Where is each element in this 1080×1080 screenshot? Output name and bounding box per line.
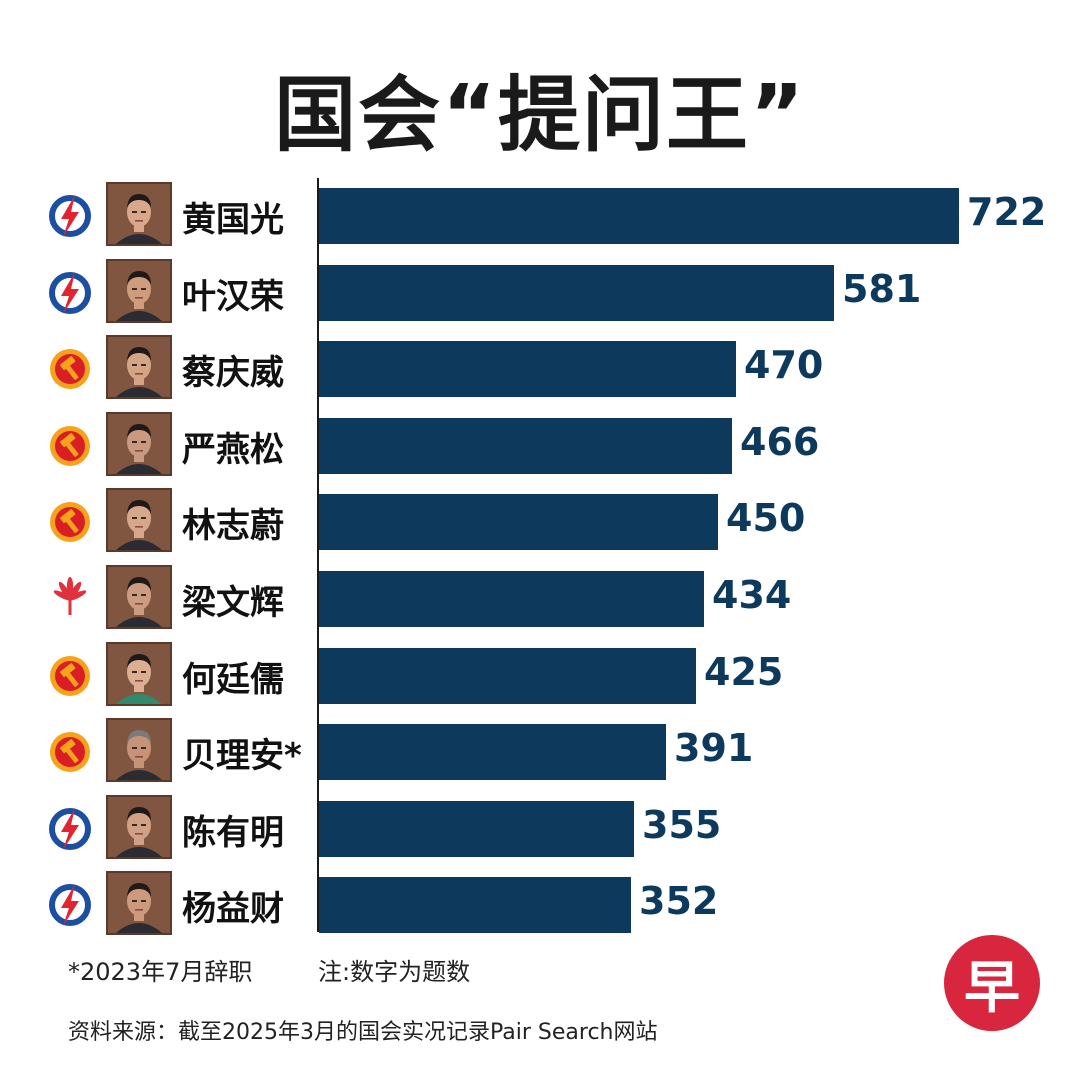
pap-logo-icon xyxy=(48,807,92,851)
pap-logo-icon xyxy=(48,194,92,238)
chart-row: 叶汉荣 581 xyxy=(0,255,1080,331)
bar xyxy=(319,188,959,244)
zaobao-logo: 早 xyxy=(944,935,1040,1031)
chart-row: 陈有明 355 xyxy=(0,791,1080,867)
mp-photo xyxy=(106,488,172,553)
mp-photo xyxy=(106,794,172,859)
bar xyxy=(319,264,834,321)
chart-row: 杨益财 352 xyxy=(0,867,1080,943)
bar xyxy=(319,571,704,627)
footnote: *2023年7月辞职 xyxy=(68,958,253,986)
chart-title: 国会“提问王” xyxy=(274,68,806,163)
category-label: 何廷儒 xyxy=(182,659,284,700)
category-label: 杨益财 xyxy=(182,889,284,930)
bar xyxy=(319,877,631,934)
chart-row: 梁文辉 434 xyxy=(0,561,1080,637)
value-label: 466 xyxy=(740,419,820,464)
value-label: 425 xyxy=(704,649,784,694)
mp-photo xyxy=(106,871,172,936)
mp-photo xyxy=(106,182,172,246)
chart-row: 何廷儒 425 xyxy=(0,638,1080,714)
chart-row: 黄国光 722 xyxy=(0,178,1080,254)
category-label: 梁文辉 xyxy=(182,583,284,623)
wp-hammer-icon xyxy=(48,347,92,391)
value-label: 470 xyxy=(744,343,824,388)
bar xyxy=(319,341,736,398)
axis-line xyxy=(317,178,319,932)
wp-hammer-icon xyxy=(48,500,92,544)
category-label: 叶汉荣 xyxy=(182,276,284,317)
chart-row: 严燕松 466 xyxy=(0,408,1080,484)
chart-row: 贝理安* 391 xyxy=(0,714,1080,790)
category-label: 贝理安* xyxy=(182,736,302,777)
bar xyxy=(319,724,666,781)
value-label: 434 xyxy=(712,573,792,617)
mp-photo xyxy=(106,335,172,400)
chart-row: 林志蔚 450 xyxy=(0,484,1080,560)
category-label: 林志蔚 xyxy=(182,506,284,547)
mp-photo xyxy=(106,565,172,629)
pap-logo-icon xyxy=(48,883,92,927)
note: 注:数字为题数 xyxy=(318,958,471,986)
bar xyxy=(319,800,634,857)
bar xyxy=(319,647,696,704)
bar xyxy=(319,417,732,474)
wp-hammer-icon xyxy=(48,654,92,698)
wp-hammer-icon xyxy=(48,424,92,468)
mp-photo xyxy=(106,258,172,323)
wp-hammer-icon xyxy=(48,730,92,774)
bar xyxy=(319,494,718,551)
value-label: 355 xyxy=(642,802,722,847)
mp-photo xyxy=(106,641,172,706)
value-label: 391 xyxy=(674,726,754,771)
source-text: 资料来源：截至2025年3月的国会实况记录Pair Search网站 xyxy=(68,1020,658,1045)
mp-photo xyxy=(106,718,172,783)
psp-flower-icon xyxy=(48,577,92,621)
value-label: 352 xyxy=(639,879,719,924)
value-label: 581 xyxy=(842,266,922,311)
pap-logo-icon xyxy=(48,271,92,315)
category-label: 陈有明 xyxy=(182,812,284,853)
value-label: 722 xyxy=(967,190,1047,234)
value-label: 450 xyxy=(726,496,806,541)
mp-photo xyxy=(106,411,172,476)
category-label: 严燕松 xyxy=(182,429,284,470)
category-label: 蔡庆威 xyxy=(182,353,284,394)
category-label: 黄国光 xyxy=(182,200,284,240)
chart-row: 蔡庆威 470 xyxy=(0,331,1080,407)
